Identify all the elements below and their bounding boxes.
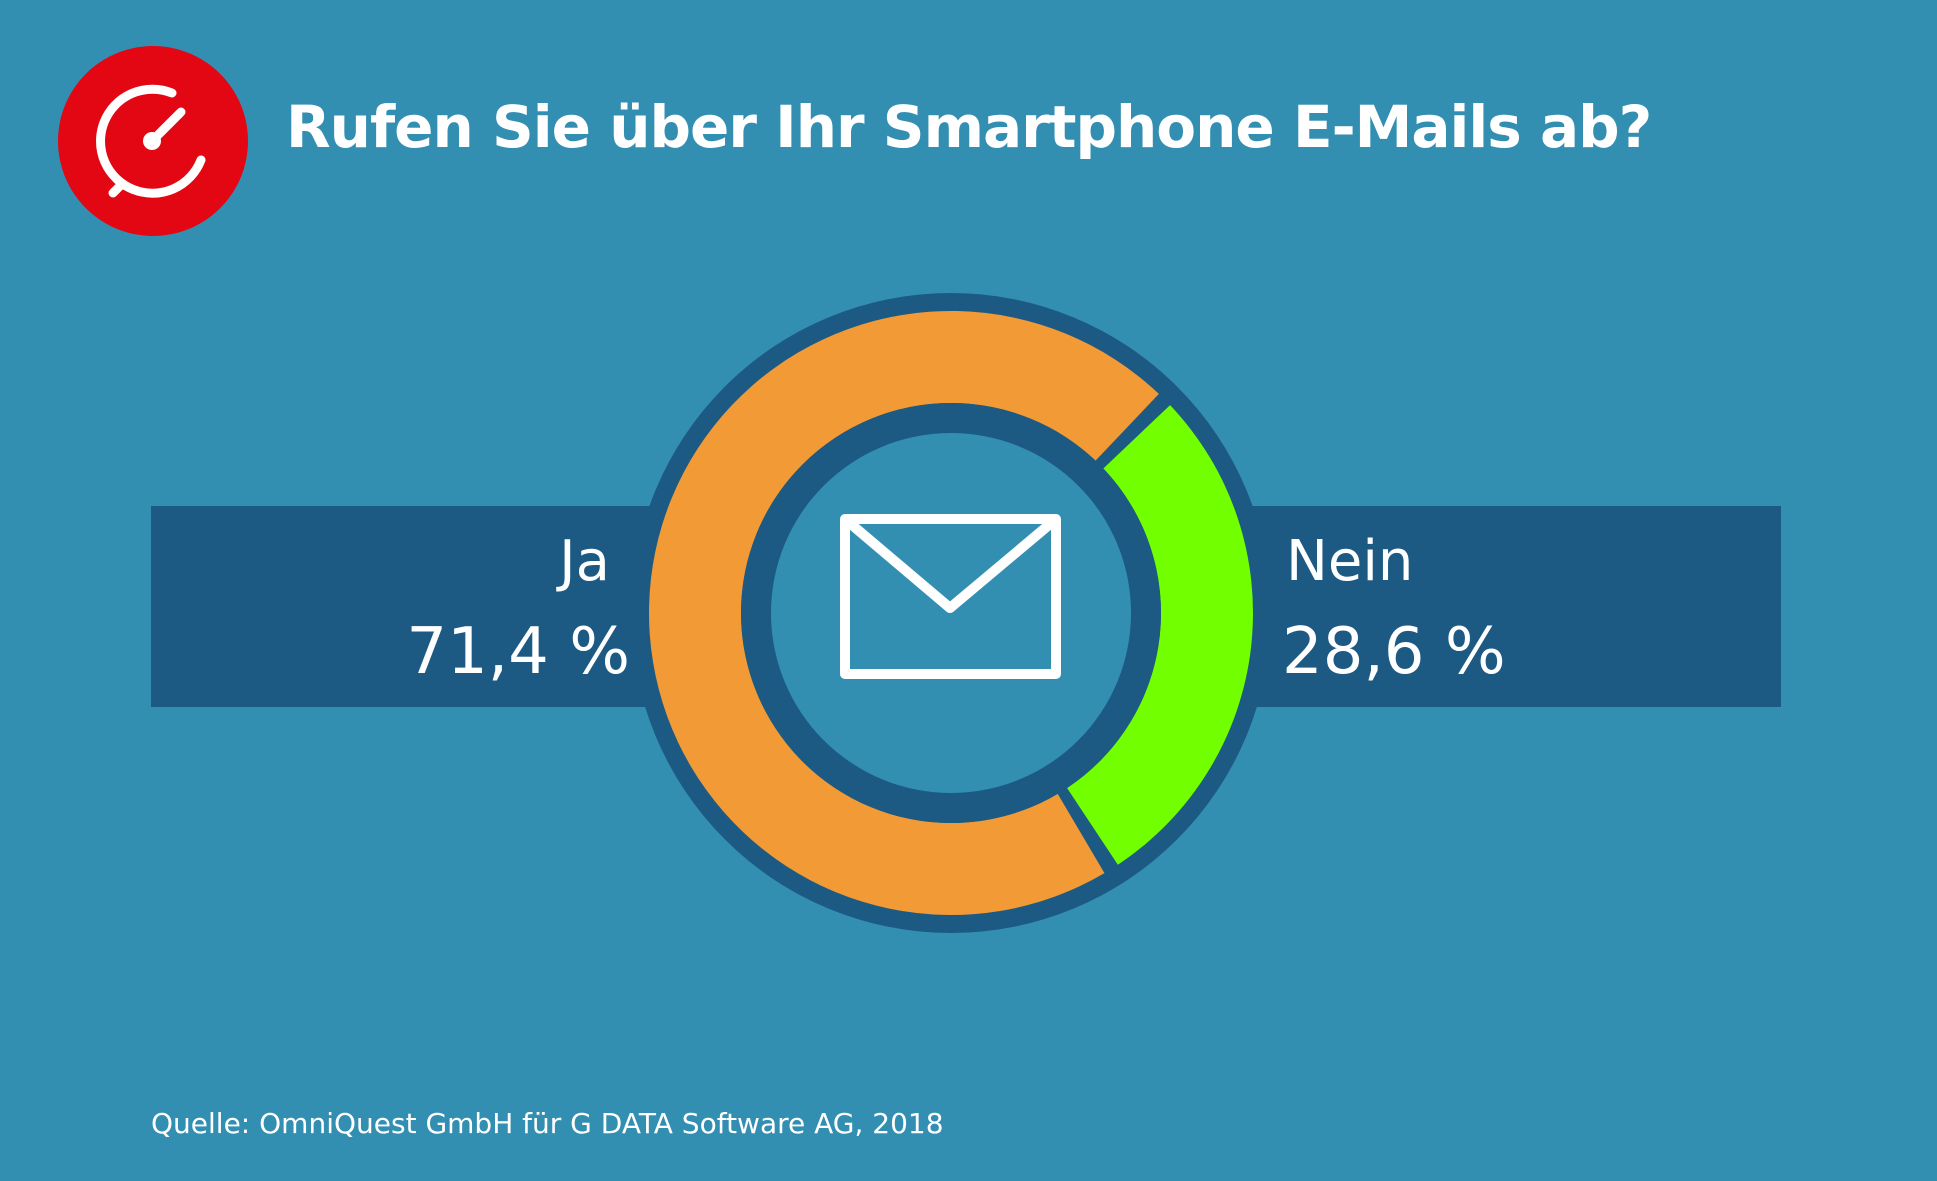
- value-label-nein: 28,6 %: [1282, 615, 1506, 689]
- donut-slice-nein: [1067, 405, 1254, 865]
- value-label-ja: 71,4 %: [406, 615, 630, 689]
- category-label-nein: Nein: [1286, 529, 1414, 594]
- stopwatch-hub: [143, 132, 161, 150]
- stopwatch-logo: [58, 46, 248, 236]
- envelope-icon: [840, 514, 1061, 679]
- category-label-ja: Ja: [559, 529, 610, 594]
- donut-center: [771, 433, 1131, 793]
- donut-slice-ja: [649, 311, 1159, 916]
- source-note: Quelle: OmniQuest GmbH für G DATA Softwa…: [151, 1107, 944, 1140]
- chart-title: Rufen Sie über Ihr Smartphone E-Mails ab…: [286, 93, 1652, 161]
